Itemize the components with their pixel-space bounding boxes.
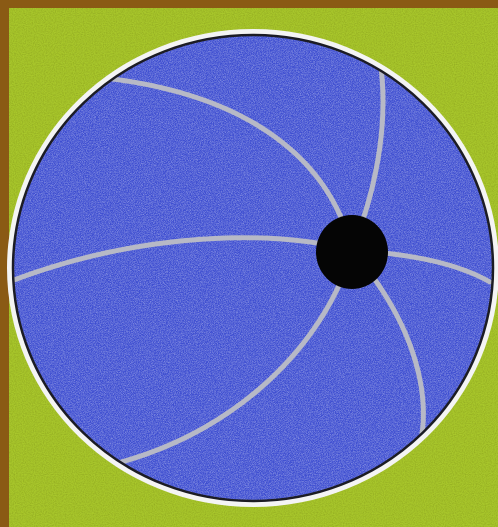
ball-hub-icon xyxy=(316,215,388,289)
frame-left-edge xyxy=(0,0,9,527)
frame-top-edge xyxy=(0,0,498,8)
